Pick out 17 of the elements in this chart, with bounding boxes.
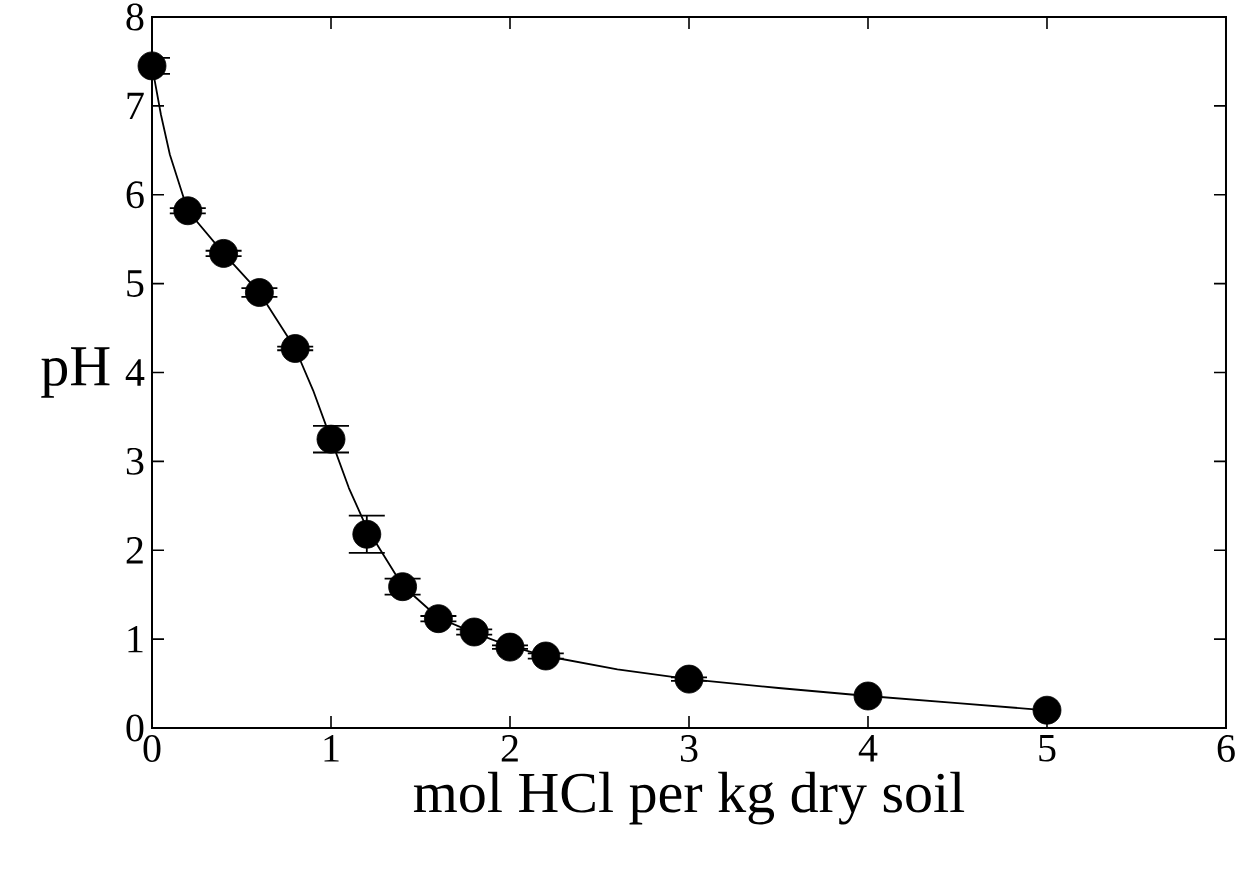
x-tick-label: 1: [324, 735, 339, 762]
x-tick-label: 5: [1039, 735, 1056, 762]
x-axis-title: mol HCl per kg dry soil: [413, 771, 965, 825]
y-tick-label: 0: [126, 714, 144, 742]
x-tick-label: 4: [858, 735, 878, 762]
y-tick-label: 3: [126, 447, 144, 475]
y-axis-title: pH: [41, 347, 110, 398]
y-tick-label: 4: [125, 359, 145, 386]
y-tick-label: 1: [128, 625, 143, 653]
x-tick-label: 2: [501, 735, 518, 762]
y-tick-label: 5: [127, 270, 144, 297]
x-tick-label: 6: [1217, 735, 1235, 762]
y-tick-label: 2: [126, 537, 143, 564]
y-tick-label: 7: [127, 92, 144, 119]
x-tick-label: 3: [680, 735, 698, 762]
y-tick-label: 6: [126, 181, 144, 209]
y-tick-label: 8: [126, 3, 144, 31]
